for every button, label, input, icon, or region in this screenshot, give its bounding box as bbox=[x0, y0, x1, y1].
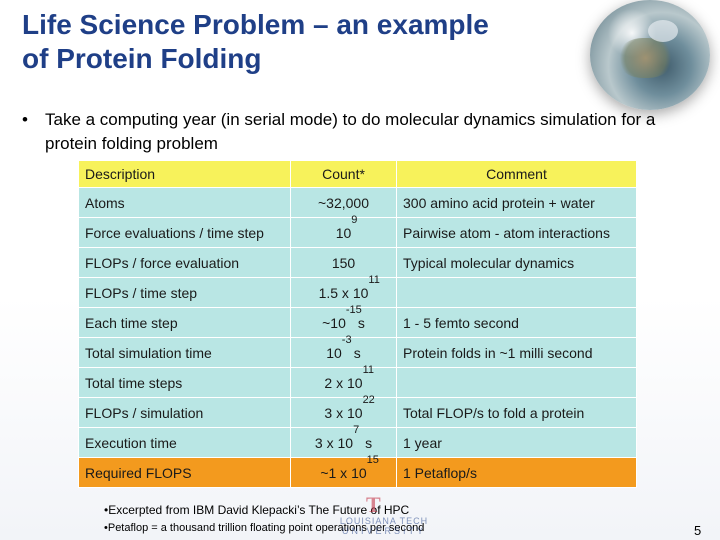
cell-count: 10 -3 s bbox=[290, 334, 397, 368]
cell-comment: Typical molecular dynamics bbox=[396, 247, 637, 278]
table-row: Each time step ~10 -15 s 1 - 5 femto second bbox=[78, 304, 637, 338]
count-base: 10 -3 bbox=[326, 334, 351, 361]
cell-count: 2 x 10 11 bbox=[290, 364, 397, 398]
table-header-row: Description Count* Comment bbox=[78, 160, 637, 188]
cell-description: Total simulation time bbox=[78, 337, 291, 368]
count-base: 2 x 10 11 bbox=[324, 364, 374, 391]
count-base-text: 3 x 10 bbox=[324, 404, 363, 421]
count-base-text: 2 x 10 bbox=[324, 374, 363, 391]
count-base: 10 9 bbox=[335, 214, 358, 241]
table-row: FLOPs / time step 1.5 x 10 11 bbox=[78, 274, 637, 308]
count-base-text: 3 x 10 bbox=[314, 434, 354, 451]
table-body: Atoms ~32,000 300 amino acid protein + wat… bbox=[78, 187, 637, 488]
count-base-text: ~32,000 bbox=[318, 194, 369, 211]
count-base-text: 10 bbox=[335, 224, 352, 241]
count-base-text: 1.5 x 10 bbox=[318, 284, 369, 301]
cell-comment: Protein folds in ~1 milli second bbox=[396, 337, 637, 368]
count-base-text: 10 bbox=[326, 344, 342, 361]
table-row: Execution time 3 x 10 7 s 1 year bbox=[78, 424, 637, 458]
cell-comment: Total FLOP/s to fold a protein bbox=[396, 397, 637, 428]
count-exponent: 7 bbox=[353, 423, 360, 436]
cell-comment bbox=[396, 367, 637, 398]
count-exponent: 22 bbox=[362, 393, 375, 406]
cell-description: Force evaluations / time step bbox=[78, 217, 291, 248]
cell-comment: 1 - 5 femto second bbox=[396, 307, 637, 338]
table-row: Atoms ~32,000 300 amino acid protein + wat… bbox=[78, 187, 637, 218]
count-exponent: 9 bbox=[351, 213, 358, 226]
cell-count: ~10 -15 s bbox=[290, 304, 397, 338]
count-base: 3 x 10 22 bbox=[324, 394, 374, 421]
count-unit: s bbox=[357, 314, 365, 331]
protein-folding-table: Description Count* Comment Atoms ~32,000 3… bbox=[78, 160, 637, 488]
count-base: 1.5 x 10 11 bbox=[318, 274, 380, 301]
cell-count: ~32,000 bbox=[290, 187, 397, 218]
footnote-petaflop: •Petaflop = a thousand trillion floating… bbox=[104, 522, 425, 534]
count-exponent: 11 bbox=[362, 363, 374, 376]
university-logo: T LOUISIANA TECH UNIVERSITY bbox=[338, 494, 430, 538]
logo-name-line-1: LOUISIANA TECH bbox=[339, 516, 429, 526]
table-row: Required FLOPS ~1 x 10 15 1 Petaflop/s bbox=[78, 454, 637, 488]
count-base-text: ~10 bbox=[322, 314, 346, 331]
column-header-comment: Comment bbox=[396, 160, 637, 188]
cell-count: ~1 x 10 15 bbox=[290, 454, 397, 488]
page-number: 5 bbox=[694, 523, 702, 538]
cell-comment: 1 Petaflop/s bbox=[396, 457, 637, 488]
cell-description: FLOPs / force evaluation bbox=[78, 247, 291, 278]
cell-comment: 300 amino acid protein + water bbox=[396, 187, 637, 218]
cell-description: Atoms bbox=[78, 187, 291, 218]
count-exponent: 11 bbox=[368, 273, 380, 286]
cell-description: FLOPs / time step bbox=[78, 277, 291, 308]
cell-count: 3 x 10 22 bbox=[290, 394, 397, 428]
count-unit: s bbox=[353, 344, 361, 361]
table-row: Force evaluations / time step 10 9 Pairwise… bbox=[78, 214, 637, 248]
cell-comment: 1 year bbox=[396, 427, 637, 458]
logo-name-line-2: UNIVERSITY bbox=[341, 526, 426, 536]
title-line-2: of Protein Folding bbox=[22, 43, 262, 74]
slide-title: Life Science Problem – an example of Pro… bbox=[22, 8, 582, 76]
count-base-text: 150 bbox=[331, 254, 356, 271]
count-base: ~10 -15 bbox=[322, 304, 362, 331]
count-exponent: 15 bbox=[366, 453, 379, 466]
count-base: 150 bbox=[332, 255, 355, 271]
table-row: FLOPs / simulation 3 x 10 22 Total FLOP/s t… bbox=[78, 394, 637, 428]
column-header-description: Description bbox=[78, 160, 291, 188]
cell-count: 150 bbox=[290, 247, 397, 278]
count-unit: s bbox=[365, 434, 373, 451]
bullet-text: Take a computing year (in serial mode) t… bbox=[45, 110, 656, 153]
cell-description: Each time step bbox=[78, 307, 291, 338]
count-base: ~32,000 bbox=[318, 195, 369, 211]
count-exponent: -15 bbox=[345, 303, 362, 316]
table-row: Total simulation time 10 -3 s Protein folds … bbox=[78, 334, 637, 368]
table-row: FLOPs / force evaluation 150 Typical molec… bbox=[78, 247, 637, 278]
cell-count: 3 x 10 7 s bbox=[290, 424, 397, 458]
bullet-icon: • bbox=[22, 110, 28, 129]
logo-mark: T bbox=[366, 492, 381, 517]
title-line-1: Life Science Problem – an example bbox=[22, 9, 489, 40]
footnote-source: •Excerpted from IBM David Klepacki’s The… bbox=[104, 503, 410, 517]
cell-description: Execution time bbox=[78, 427, 291, 458]
cell-description: Total time steps bbox=[78, 367, 291, 398]
count-base: ~1 x 10 15 bbox=[320, 454, 379, 481]
table-row: Total time steps 2 x 10 11 bbox=[78, 364, 637, 398]
count-exponent: -3 bbox=[341, 333, 352, 346]
cell-comment: Pairwise atom - atom interactions bbox=[396, 217, 637, 248]
cell-count: 1.5 x 10 11 bbox=[290, 274, 397, 308]
count-base-text: ~1 x 10 bbox=[320, 464, 367, 481]
globe-image bbox=[590, 0, 710, 110]
count-base: 3 x 10 7 bbox=[314, 424, 359, 451]
cell-description: Required FLOPS bbox=[78, 457, 291, 488]
cell-count: 10 9 bbox=[290, 214, 397, 248]
column-header-count: Count* bbox=[290, 160, 397, 188]
cell-description: FLOPs / simulation bbox=[78, 397, 291, 428]
cell-comment bbox=[396, 277, 637, 308]
